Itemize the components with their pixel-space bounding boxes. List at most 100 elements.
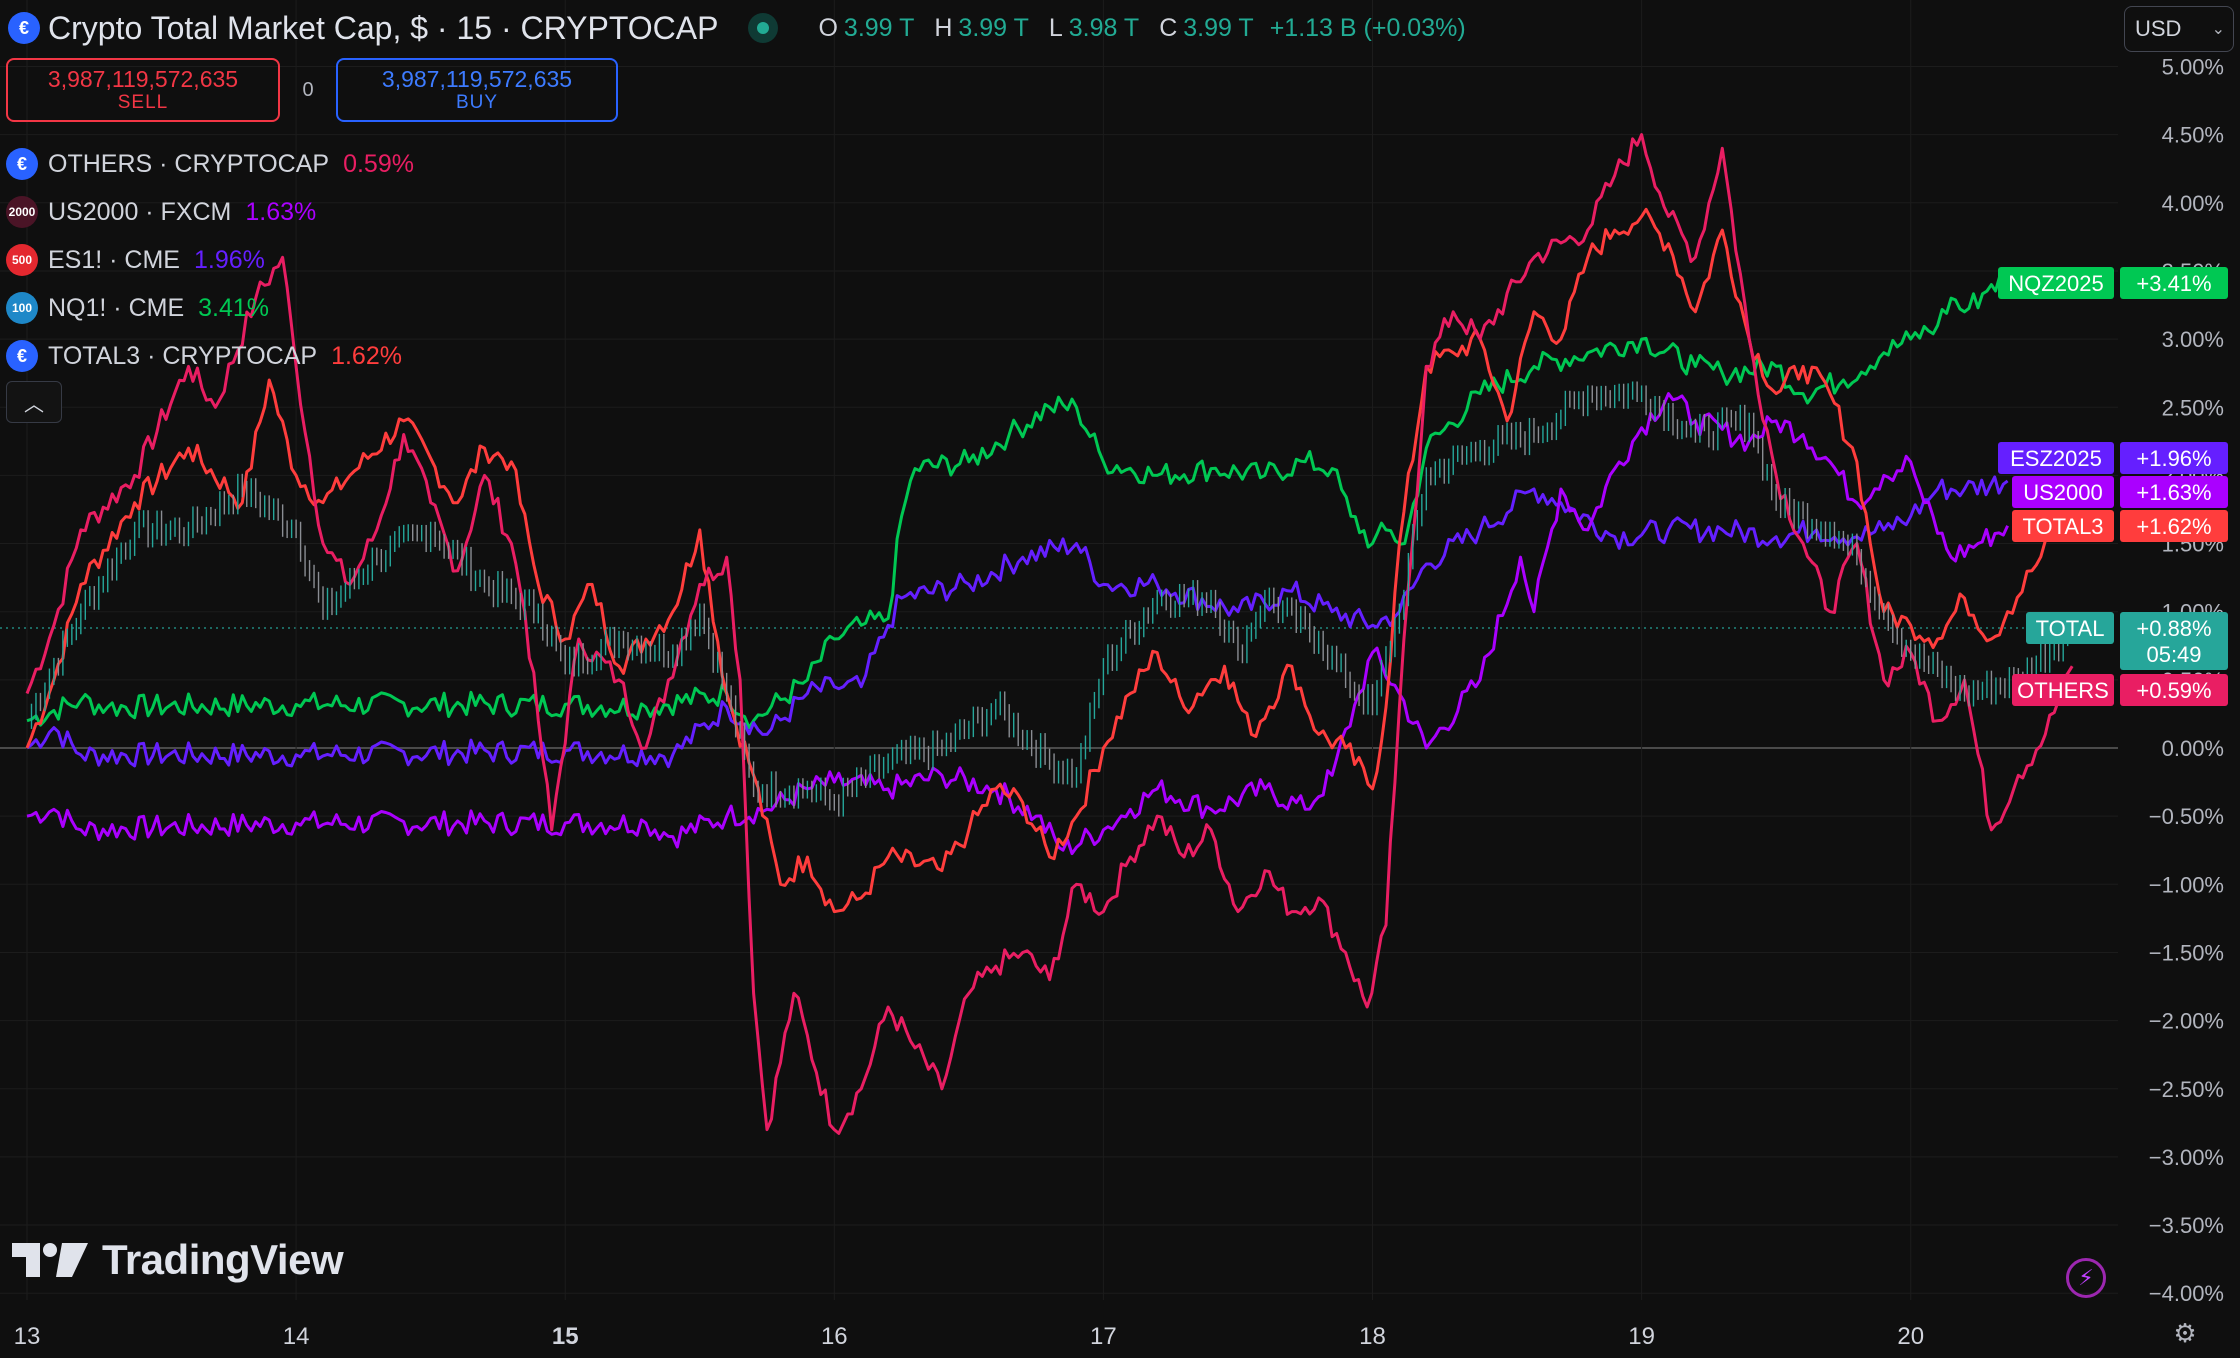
tag-label-bg [1998,442,2114,474]
legend-item[interactable]: 100 NQ1! · CME 3.41% [6,284,414,332]
symbol-logo-icon: 100 [6,292,38,324]
tradingview-logo[interactable]: TradingView [12,1236,344,1284]
close-value: 3.99 T [1183,13,1254,42]
tag-value: +0.88% [2136,616,2211,641]
legend-item[interactable]: € TOTAL3 · CRYPTOCAP 1.62% [6,332,414,380]
tag-value-bg [2120,510,2228,542]
y-tick-label: −2.00% [2149,1009,2224,1034]
chevron-down-icon: ⌄ [2211,21,2225,38]
tag-value: +1.62% [2136,514,2211,539]
series-line-nqz2025 [26,275,2009,730]
price-tags: NQZ2025 +3.41% ESZ2025 +1.96% US2000 +1.63% TO… [1998,267,2228,706]
y-tick-label: 4.50% [2162,123,2224,148]
x-tick-label: 17 [1090,1323,1117,1350]
legend-symbol: ES1! · CME [48,245,180,274]
chart-title[interactable]: Crypto Total Market Cap, $ · 15 · CRYPTO… [48,9,719,46]
legend-symbol: US2000 · FXCM [48,197,232,226]
legend-symbol: TOTAL3 · CRYPTOCAP [48,341,318,370]
high-label: H [934,13,953,42]
tag-value: +1.96% [2136,446,2211,471]
series-line-esz2025 [26,475,2009,769]
legend-value: 1.63% [245,197,317,226]
y-tick-label: 3.00% [2162,327,2224,352]
x-tick-label: 20 [1897,1323,1924,1350]
tag-label: TOTAL [2036,616,2105,641]
price-tag-others: OTHERS +0.59% [2012,674,2228,706]
price-tag-esz2025: ESZ2025 +1.96% [1998,442,2228,474]
tag-value-bg [2120,476,2228,508]
y-tick-label: −2.50% [2149,1077,2224,1102]
symbol-logo-icon: 2000 [6,196,38,228]
y-tick-label: 4.00% [2162,191,2224,216]
high-value: 3.99 T [958,13,1029,42]
x-tick-label: 19 [1628,1323,1655,1350]
tag-label: NQZ2025 [2008,271,2103,296]
x-tick-label: 13 [14,1323,41,1350]
series-layer [25,133,2079,1135]
tag-value-bg [2120,612,2228,670]
currency-select[interactable]: USD ⌄ [2124,6,2234,52]
tag-label: TOTAL3 [2022,514,2103,539]
series-line-total3 [25,207,2079,914]
buy-price: 3,987,119,572,635 [381,65,573,92]
tag-value-bg [2120,267,2228,299]
tag-label-bg [2026,612,2114,644]
x-tick-label: 15 [552,1323,579,1350]
legend-value: 1.96% [193,245,265,274]
price-tag-us2000: US2000 +1.63% [2012,476,2228,508]
symbol-logo-icon: € [6,148,38,180]
legend-item[interactable]: 500 ES1! · CME 1.96% [6,236,414,284]
lightning-icon[interactable]: ⚡ [2066,1258,2106,1298]
y-tick-label: 2.50% [2162,395,2224,420]
x-tick-label: 18 [1359,1323,1386,1350]
ohlc-values: O 3.99 T H 3.99 T L 3.98 T C 3.99 T +1.13 B … [804,14,1465,43]
change-value: +1.13 B (+0.03%) [1269,13,1466,42]
cryptocap-logo-icon[interactable]: € [8,12,40,44]
tradingview-logo-text: TradingView [102,1236,344,1283]
price-tag-total3: TOTAL3 +1.62% [2012,510,2228,542]
tag-label: ESZ2025 [2010,446,2102,471]
legend-symbol: NQ1! · CME [48,293,185,322]
legend-item[interactable]: 2000 US2000 · FXCM 1.63% [6,188,414,236]
close-label: C [1159,13,1178,42]
y-tick-label: −1.50% [2149,940,2224,965]
bar-countdown: 05:49 [2146,642,2201,667]
tradingview-logo-icon [12,1243,88,1277]
tag-value: +3.41% [2136,271,2211,296]
sell-price: 3,987,119,572,635 [47,65,239,92]
buy-button[interactable]: 3,987,119,572,635 BUY [336,58,618,122]
y-tick-label: 0.00% [2162,736,2224,761]
compare-legend: € OTHERS · CRYPTOCAP 0.59% 2000 US2000 · FXC… [6,140,414,380]
tag-label: OTHERS [2017,678,2109,703]
series-line-us2000 [26,392,2009,856]
settings-gear-icon[interactable]: ⚙ [2173,1317,2197,1348]
chart-header: € Crypto Total Market Cap, $ · 15 · CRYP… [8,8,1466,48]
tag-value: +0.59% [2136,678,2211,703]
y-tick-label: −1.00% [2149,872,2224,897]
tag-value: +1.63% [2136,480,2211,505]
spread-value: 0 [302,78,314,101]
price-tag-nqz2025: NQZ2025 +3.41% [1998,267,2228,299]
sell-label: SELL [117,92,169,114]
collapse-legend-button[interactable]: ︿ [6,381,62,423]
legend-symbol: OTHERS · CRYPTOCAP [48,149,330,178]
market-status-icon[interactable] [748,13,779,43]
price-axis[interactable]: 5.00%4.50%4.00%3.50%3.00%2.50%2.00%1.50%… [2149,55,2224,1307]
y-tick-label: −3.00% [2149,1145,2224,1170]
legend-item[interactable]: € OTHERS · CRYPTOCAP 0.59% [6,140,414,188]
tag-label-bg [1998,267,2114,299]
legend-value: 0.59% [343,149,414,178]
y-tick-label: −4.00% [2149,1281,2224,1306]
series-line-others [25,133,2074,1135]
time-axis[interactable]: 13 14 15 16 17 18 19 20 [14,1323,1924,1350]
trade-panel: 3,987,119,572,635 SELL 0 3,987,119,572,6… [6,58,618,122]
tag-value-bg [2120,674,2228,706]
price-tag-total: TOTAL +0.88%05:49 [2026,612,2228,670]
tag-label: US2000 [2023,480,2103,505]
buy-label: BUY [455,92,499,114]
y-tick-label: −3.50% [2149,1213,2224,1238]
tag-label-bg [2012,476,2114,508]
tag-value-bg [2120,442,2228,474]
sell-button[interactable]: 3,987,119,572,635 SELL [6,58,280,122]
